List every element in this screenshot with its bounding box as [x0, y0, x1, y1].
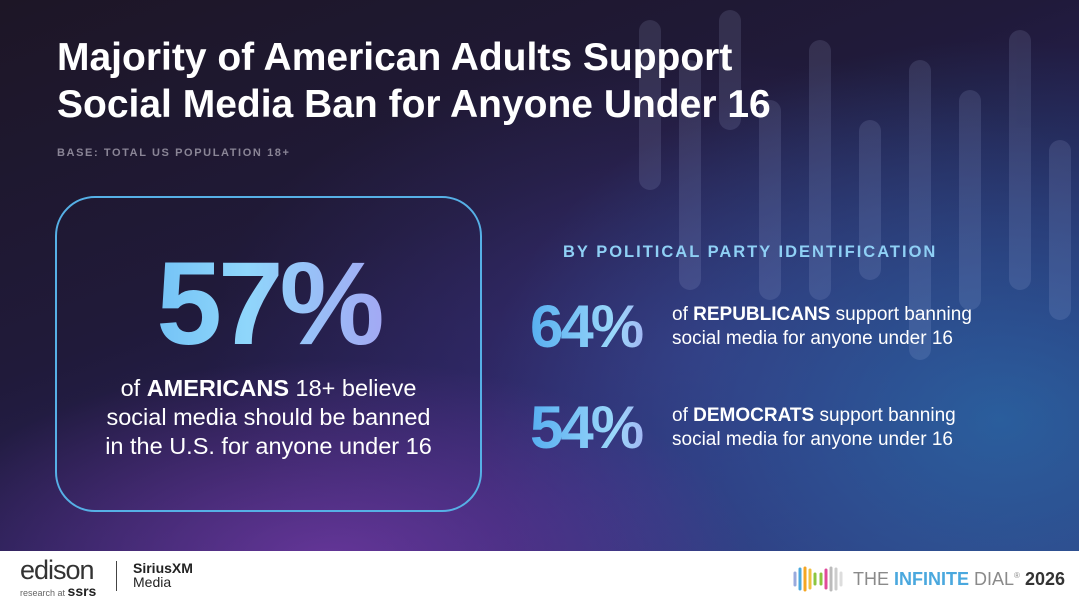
logo-text: DIAL — [969, 568, 1015, 589]
divider — [116, 561, 117, 591]
text-bold: AMERICANS — [146, 375, 290, 401]
logo-text: Media — [133, 574, 172, 590]
registered-mark: ® — [1014, 570, 1020, 580]
decorative-bars — [619, 0, 1079, 551]
logo-text: ssrs — [67, 583, 97, 599]
text: in the U.S. for anyone under 16 — [105, 433, 432, 459]
text: of — [672, 404, 694, 426]
infinite-dial-logo: THE INFINITE DIAL® 2026 — [791, 565, 1065, 593]
text: social media for anyone under 16 — [672, 327, 953, 349]
text: of — [120, 375, 147, 401]
logo-text: SiriusXM — [133, 560, 193, 576]
stat-description: of REPUBLICANS support banning social me… — [672, 303, 972, 351]
text: 18+ believe — [289, 375, 417, 401]
main-stat-card: 57% of AMERICANS 18+ believe social medi… — [55, 196, 482, 512]
party-stat-democrats: 54% of DEMOCRATS support banning social … — [530, 393, 956, 462]
infinity-icon — [793, 566, 843, 592]
page-title: Majority of American Adults Support Soci… — [57, 34, 771, 128]
text-bold: DEMOCRATS — [693, 404, 815, 426]
logo-text: edison — [20, 555, 95, 585]
footer: edison research at ssrs SiriusXM Media T… — [0, 551, 1079, 601]
text: of — [672, 303, 694, 325]
stat-value: 54% — [530, 393, 672, 462]
text: support banning — [830, 303, 972, 325]
main-stat-value: 57% — [57, 236, 480, 372]
text-bold: REPUBLICANS — [693, 303, 831, 325]
title-line: Majority of American Adults Support — [57, 36, 733, 79]
text: support banning — [814, 404, 956, 426]
logo-text: THE — [852, 568, 894, 589]
edison-logo: edison research at ssrs — [20, 555, 97, 600]
logo-text: INFINITE — [894, 568, 969, 589]
text: social media should be banned — [106, 404, 431, 430]
main-stat-description: of AMERICANS 18+ believe social media sh… — [57, 374, 480, 461]
party-stat-republicans: 64% of REPUBLICANS support banning socia… — [530, 292, 972, 361]
logo-text: research at — [20, 588, 68, 598]
party-heading: BY POLITICAL PARTY IDENTIFICATION — [563, 243, 938, 261]
text: social media for anyone under 16 — [672, 428, 953, 450]
stat-description: of DEMOCRATS support banning social medi… — [672, 404, 956, 452]
slide: Majority of American Adults Support Soci… — [0, 0, 1079, 551]
stat-value: 64% — [530, 292, 672, 361]
base-note: BASE: TOTAL US POPULATION 18+ — [57, 147, 291, 159]
logo-year: 2026 — [1024, 568, 1065, 589]
siriusxm-logo: SiriusXM Media — [133, 561, 193, 589]
title-line: Social Media Ban for Anyone Under 16 — [57, 83, 771, 126]
